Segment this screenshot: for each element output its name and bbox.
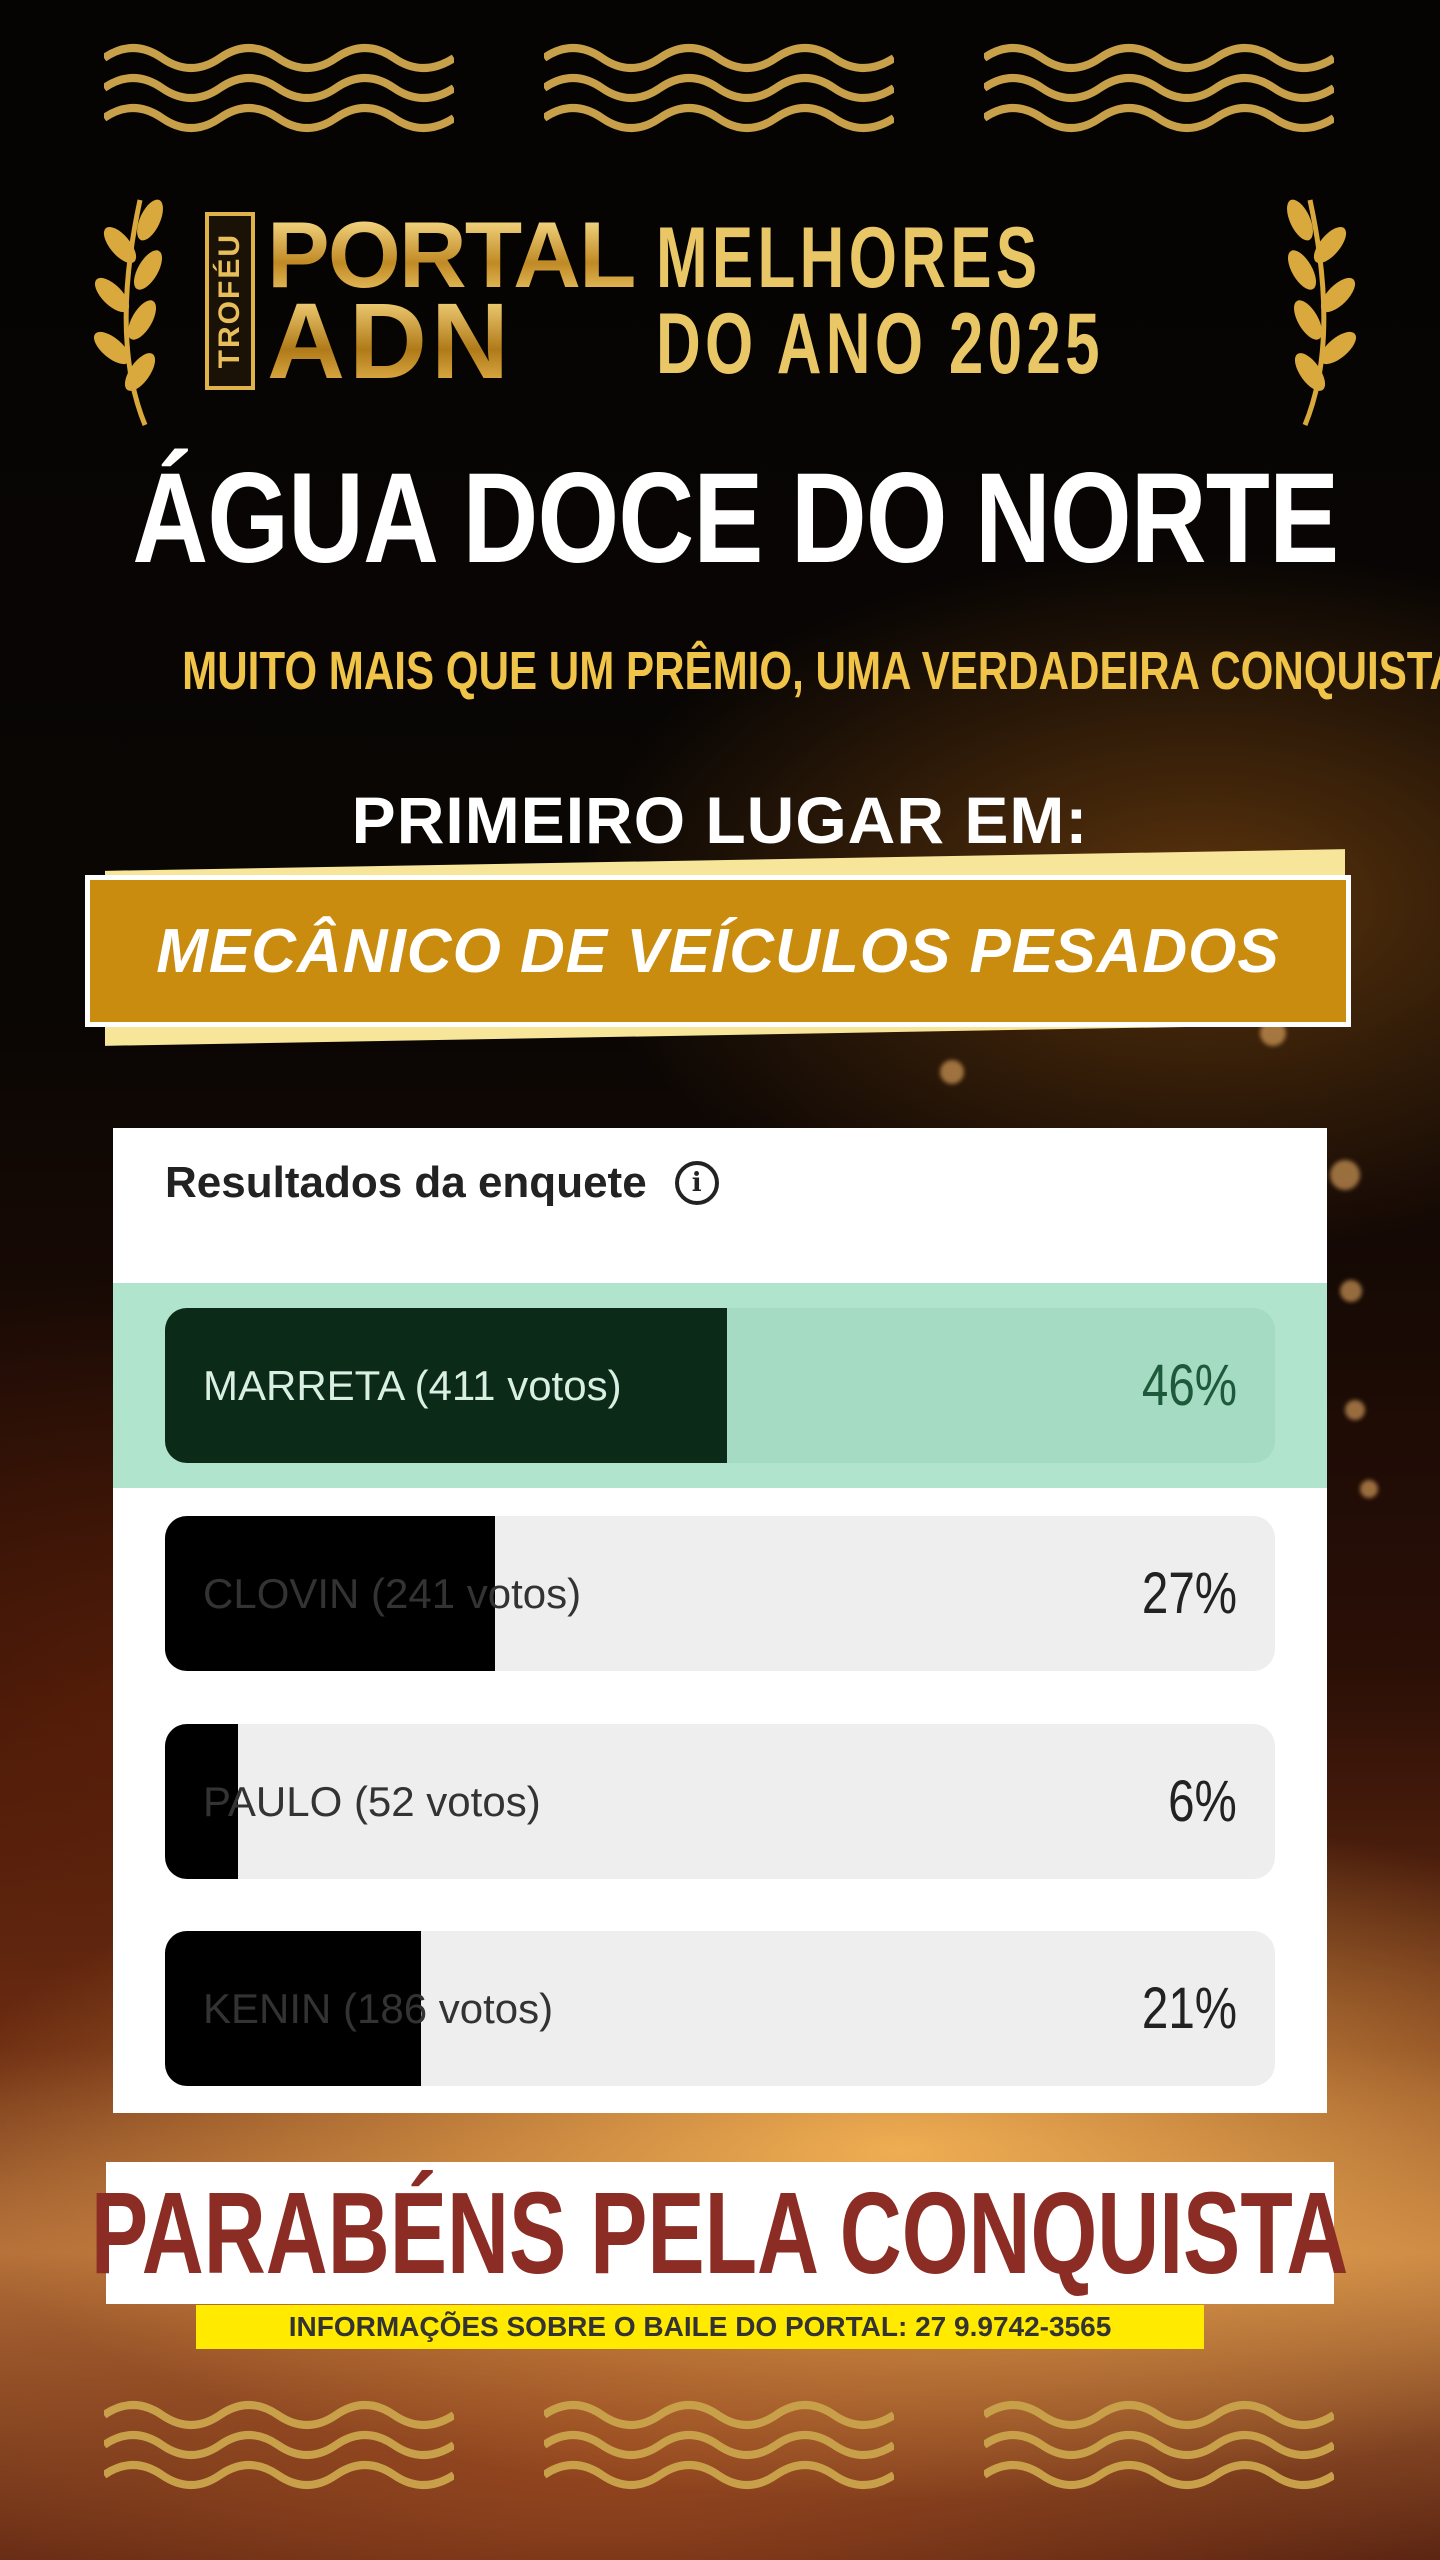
poll-option-percent: 27% [1121,1516,1237,1671]
poll-results-card: Resultados da enquete i MARRETA (411 vot… [113,1128,1327,2113]
poll-option-bar [165,1516,495,1671]
poll-option-percent-text: 27% [1141,1561,1237,1626]
wave-icon [984,2401,1334,2489]
bokeh-light [1360,1480,1378,1498]
poll-option-label: KENIN (186 votos) [203,1984,554,2032]
wave-icon [984,44,1334,132]
laurel-icon [93,199,163,426]
tagline: MUITO MAIS QUE UM PRÊMIO, UMA VERDADEIRA… [0,640,1440,702]
poll-option-label: MARRETA (411 votos) [203,1361,622,1409]
poll-option-percent-text: 46% [1141,1353,1237,1418]
wave-icon [104,2401,454,2489]
laurel-icon [1287,199,1357,426]
info-bar: INFORMAÇÕES SOBRE O BAILE DO PORTAL: 27 … [196,2305,1204,2349]
poll-option-bar [165,1724,239,1879]
tagline-text: MUITO MAIS QUE UM PRÊMIO, UMA VERDADEIRA… [182,641,1440,701]
congrats-text: PARABÉNS PELA CONQUISTA [91,2168,1349,2298]
poll-option-bar [165,1308,727,1463]
award-heading: PRIMEIRO LUGAR EM: [351,783,1089,857]
poll-option: MARRETA (411 votos) 46% [165,1308,1275,1463]
city-title: ÁGUA DOCE DO NORTE [0,445,1440,592]
poll-option-percent: 21% [1121,1931,1237,2086]
portal-text: PORTAL [267,201,636,307]
poll-option: PAULO (52 votos) 6% [165,1724,1275,1879]
poll-option-label: PAULO (52 votos) [203,1777,541,1825]
portal-adn-wordmark: PORTAL ADN [267,201,636,394]
poll-option-percent-text: 21% [1141,1976,1237,2041]
wave-icon [544,2401,894,2489]
trofeu-badge: TROFÉU [205,211,255,390]
poll-option: KENIN (186 votos) 21% [165,1931,1275,2086]
poll-title: Resultados da enquete [165,1158,647,1207]
trofeu-text: TROFÉU [213,232,246,369]
poll-option-percent-text: 6% [1168,1769,1237,1834]
trophy-logo: TROFÉU PORTAL ADN MELHORES DO ANO 2025 [205,201,1278,394]
wave-icon [104,44,454,132]
bokeh-light [940,1060,964,1084]
poll-header: Resultados da enquete i [165,1158,719,1208]
melhores-do-ano: MELHORES DO ANO 2025 [656,215,1278,387]
decorative-waves-top [104,38,1334,138]
wave-icon [544,44,894,132]
bokeh-light [1345,1400,1365,1420]
category-banner: MECÂNICO DE VEÍCULOS PESADOS [85,849,1355,1050]
melhores-text: MELHORES [656,209,1042,306]
poll-option-label: CLOVIN (241 votos) [203,1569,582,1617]
adn-text: ADN [267,286,634,394]
poll-option: CLOVIN (241 votos) 27% [165,1516,1275,1671]
decorative-waves-bottom [104,2395,1334,2495]
bokeh-light [1330,1160,1360,1190]
do-ano-text: DO ANO 2025 [656,295,1105,392]
bokeh-light [1340,1280,1362,1302]
city-title-text: ÁGUA DOCE DO NORTE [132,447,1339,590]
poll-option-bar [165,1931,422,2086]
poll-option-percent: 46% [1121,1308,1237,1463]
congrats-banner: PARABÉNS PELA CONQUISTA [91,2162,1349,2304]
poll-option-percent: 6% [1153,1724,1237,1879]
category-title: MECÂNICO DE VEÍCULOS PESADOS [85,875,1351,1027]
info-icon[interactable]: i [674,1161,719,1205]
